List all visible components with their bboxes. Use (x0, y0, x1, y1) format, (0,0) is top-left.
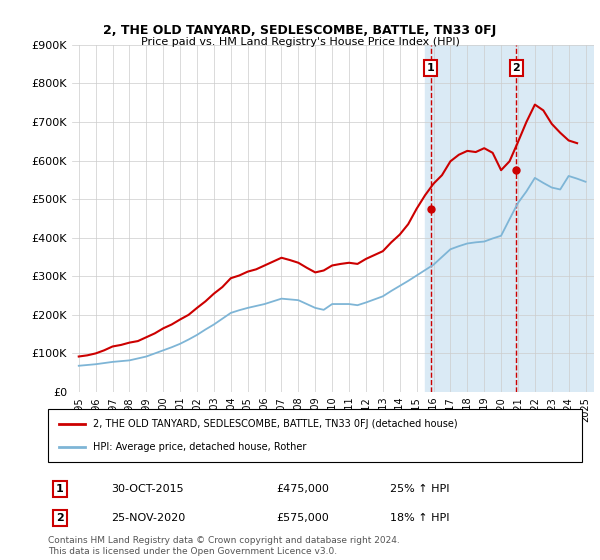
Text: 2: 2 (56, 513, 64, 523)
Text: Price paid vs. HM Land Registry's House Price Index (HPI): Price paid vs. HM Land Registry's House … (140, 37, 460, 47)
Text: HPI: Average price, detached house, Rother: HPI: Average price, detached house, Roth… (94, 442, 307, 452)
Text: 25-NOV-2020: 25-NOV-2020 (111, 513, 185, 523)
Text: Contains HM Land Registry data © Crown copyright and database right 2024.
This d: Contains HM Land Registry data © Crown c… (48, 536, 400, 556)
Text: 1: 1 (427, 63, 434, 73)
Text: £475,000: £475,000 (276, 484, 329, 494)
Text: 2, THE OLD TANYARD, SEDLESCOMBE, BATTLE, TN33 0FJ: 2, THE OLD TANYARD, SEDLESCOMBE, BATTLE,… (103, 24, 497, 38)
Text: 2: 2 (512, 63, 520, 73)
Text: 18% ↑ HPI: 18% ↑ HPI (390, 513, 449, 523)
Text: 2, THE OLD TANYARD, SEDLESCOMBE, BATTLE, TN33 0FJ (detached house): 2, THE OLD TANYARD, SEDLESCOMBE, BATTLE,… (94, 419, 458, 429)
Text: £575,000: £575,000 (276, 513, 329, 523)
FancyBboxPatch shape (48, 409, 582, 462)
Bar (425, 45, 594, 392)
Text: 1: 1 (56, 484, 64, 494)
Text: 30-OCT-2015: 30-OCT-2015 (111, 484, 184, 494)
Text: 25% ↑ HPI: 25% ↑ HPI (390, 484, 449, 494)
